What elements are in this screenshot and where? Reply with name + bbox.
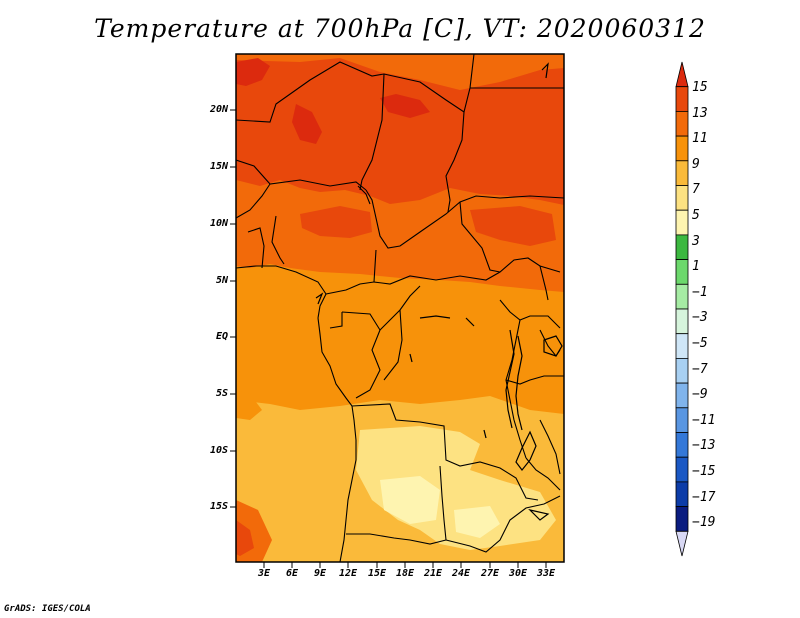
colorbar-label-neg1: −1 bbox=[692, 285, 708, 300]
colorbar-label-13: 13 bbox=[692, 106, 708, 121]
colorbar-swatch bbox=[675, 357, 689, 384]
colorbar-swatch bbox=[675, 333, 689, 359]
lat-label-5n: 5N bbox=[215, 275, 228, 286]
lon-label-3e: 3E bbox=[257, 568, 271, 579]
colorbar-label-neg9: −9 bbox=[692, 387, 708, 402]
lat-label-10n: 10N bbox=[209, 218, 228, 229]
colorbar-label-11: 11 bbox=[692, 131, 708, 146]
colorbar-swatch bbox=[675, 308, 689, 335]
lon-label-24e: 24E bbox=[451, 568, 471, 579]
colorbar-label-1: 1 bbox=[692, 259, 700, 274]
colorbar-swatch bbox=[675, 283, 689, 310]
lakes bbox=[315, 62, 563, 521]
colorbar-swatch bbox=[675, 530, 689, 557]
colorbar-swatch bbox=[675, 61, 689, 88]
colorbar-swatch bbox=[675, 86, 689, 112]
colorbar-label-neg15: −15 bbox=[692, 464, 716, 479]
colorbar-swatch bbox=[675, 432, 689, 458]
colorbar-label-neg17: −17 bbox=[692, 490, 716, 505]
colorbar-label-neg13: −13 bbox=[692, 438, 716, 453]
lon-label-30e: 30E bbox=[508, 568, 528, 579]
colorbar-swatch bbox=[675, 111, 689, 137]
colorbar-label-neg19: −19 bbox=[692, 515, 716, 530]
colorbar-label-neg7: −7 bbox=[692, 362, 708, 377]
lon-label-12e: 12E bbox=[338, 568, 358, 579]
lat-label-20n: 20N bbox=[209, 104, 228, 115]
colorbar-label-9: 9 bbox=[692, 157, 700, 172]
colorbar-swatch bbox=[675, 234, 689, 260]
lon-label-15e: 15E bbox=[367, 568, 387, 579]
lat-label-5s: 5S bbox=[215, 388, 228, 399]
colorbar-swatch bbox=[675, 506, 689, 532]
grads-credit: GrADS: IGES/COLA bbox=[4, 604, 91, 614]
lon-label-27e: 27E bbox=[480, 568, 500, 579]
colorbar-swatch bbox=[675, 160, 689, 186]
lon-label-18e: 18E bbox=[395, 568, 415, 579]
colorbar-label-7: 7 bbox=[692, 182, 700, 197]
lat-label-15n: 15N bbox=[209, 161, 228, 172]
colorbar-swatch bbox=[675, 185, 689, 211]
country-boundaries bbox=[236, 54, 564, 562]
lat-label-10s: 10S bbox=[209, 445, 228, 456]
lat-label-15s: 15S bbox=[209, 501, 228, 512]
colorbar-swatch bbox=[675, 259, 689, 285]
chart-title: Temperature at 700hPa [C], VT: 202006031… bbox=[94, 14, 706, 43]
map-frame bbox=[235, 53, 565, 563]
colorbar-label-15: 15 bbox=[692, 80, 708, 95]
colorbar-swatch bbox=[675, 135, 689, 162]
lon-label-33e: 33E bbox=[536, 568, 556, 579]
lon-label-9e: 9E bbox=[313, 568, 327, 579]
colorbar-swatch bbox=[675, 209, 689, 236]
colorbar-label-neg5: −5 bbox=[692, 336, 708, 351]
lon-label-21e: 21E bbox=[423, 568, 443, 579]
colorbar-swatch bbox=[675, 382, 689, 409]
colorbar-swatch bbox=[675, 407, 689, 433]
colorbar-label-neg11: −11 bbox=[692, 413, 716, 428]
colorbar-label-neg3: −3 bbox=[692, 310, 708, 325]
colorbar-label-3: 3 bbox=[692, 234, 700, 249]
colorbar-label-5: 5 bbox=[692, 208, 700, 223]
colorbar-swatch bbox=[675, 481, 689, 507]
lat-label-eq: EQ bbox=[215, 331, 228, 342]
axis-ticks bbox=[230, 109, 547, 568]
temperature-fill bbox=[236, 54, 564, 562]
colorbar-swatch bbox=[675, 456, 689, 483]
lon-label-6e: 6E bbox=[285, 568, 299, 579]
